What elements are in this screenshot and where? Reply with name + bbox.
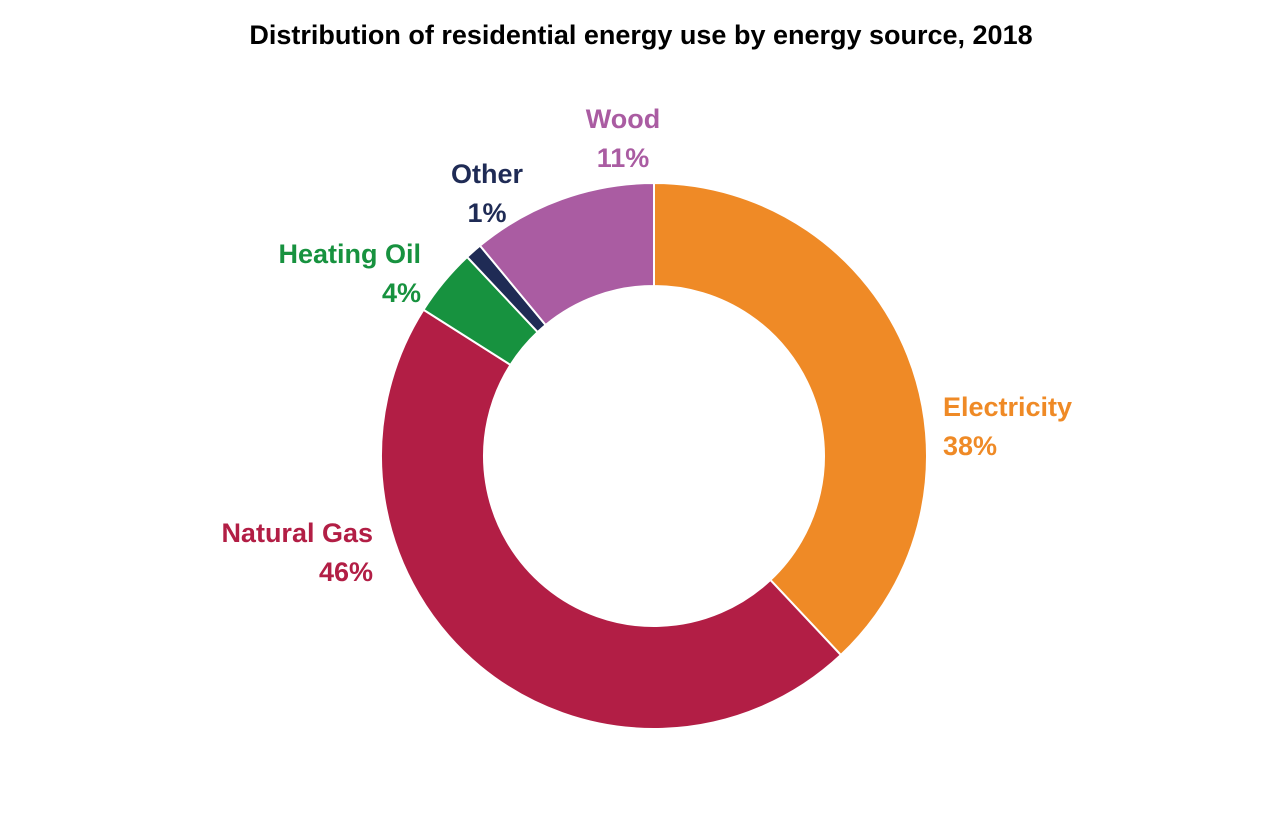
slice-label-name: Wood [586, 104, 660, 134]
slice-label-electricity: Electricity 38% [943, 392, 1072, 461]
slice-label-natural-gas: Natural Gas 46% [221, 518, 373, 587]
slice-label-name: Natural Gas [221, 518, 373, 548]
slice-label-value: 4% [382, 278, 421, 308]
slice-labels: Electricity 38% Natural Gas 46% Heating Oil 4… [221, 104, 1072, 587]
slice-natural-gas [380, 308, 843, 730]
slice-label-wood: Wood 11% [586, 104, 660, 173]
slice-electricity [653, 181, 928, 657]
slice-label-value: 1% [467, 198, 506, 228]
donut-slices [380, 181, 928, 730]
slice-label-other: Other 1% [451, 159, 524, 228]
slice-label-value: 46% [319, 557, 373, 587]
slice-label-name: Heating Oil [278, 239, 421, 269]
slice-label-name: Other [451, 159, 524, 189]
slice-label-value: 11% [597, 143, 650, 173]
chart-title: Distribution of residential energy use b… [249, 20, 1033, 50]
slice-label-heating-oil: Heating Oil 4% [278, 239, 421, 308]
slice-label-name: Electricity [943, 392, 1072, 422]
slice-wood [478, 181, 655, 327]
slice-label-value: 38% [943, 431, 997, 461]
